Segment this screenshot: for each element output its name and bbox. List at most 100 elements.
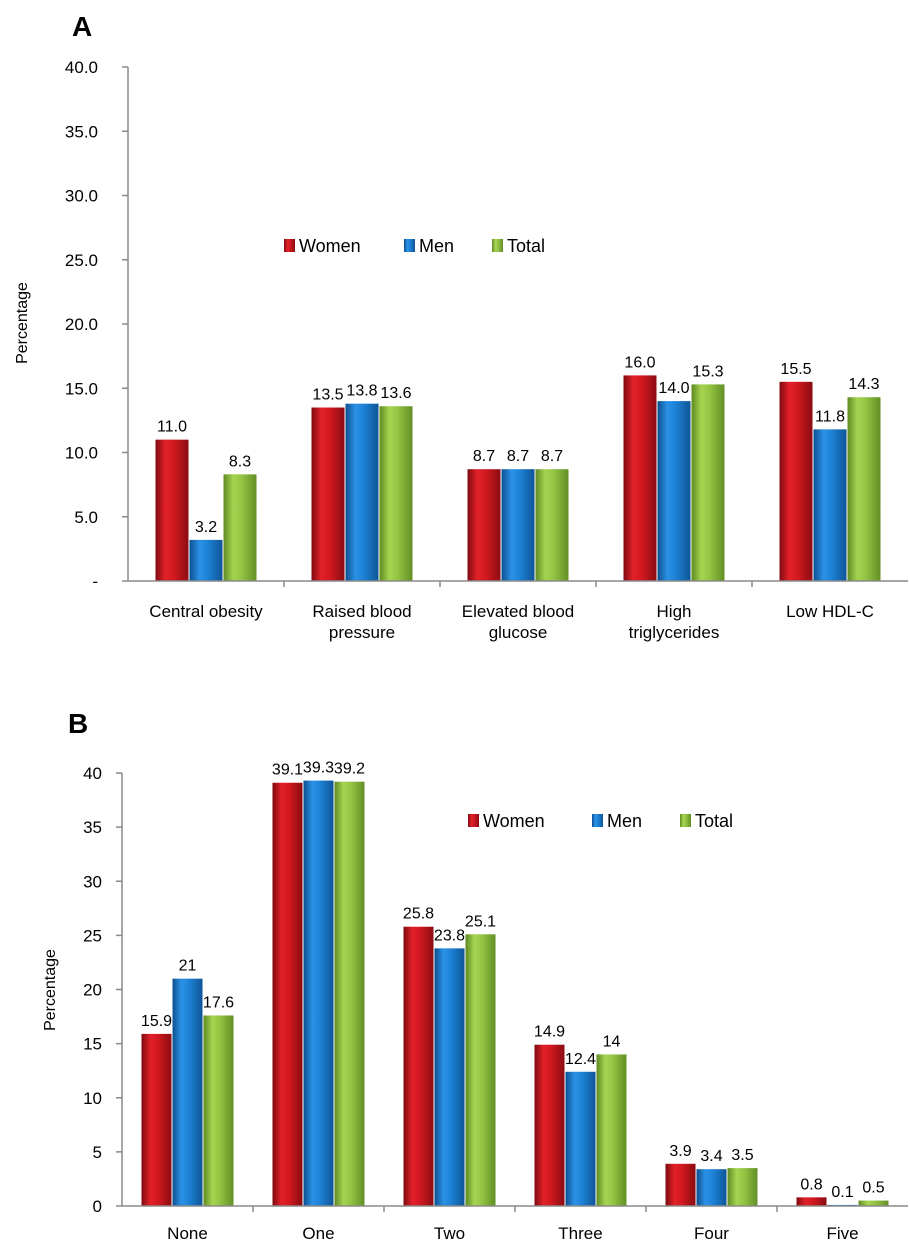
panel-a-category-label: Elevated blood glucose — [462, 602, 574, 642]
data-label-total: 25.1 — [465, 913, 496, 930]
bar-total — [535, 469, 569, 581]
data-label-men: 3.2 — [195, 519, 217, 536]
bar-men — [696, 1169, 727, 1206]
panel-a-y-tick-label: 15.0 — [65, 379, 98, 398]
panel-a-y-tick-label: 30.0 — [65, 187, 98, 206]
panel-a-category-labels: Central obesity Raised blood pressure Eleva… — [149, 602, 874, 642]
panel-a-legend: Women Men Total — [284, 236, 545, 256]
panel-a-y-tick-label: 10.0 — [65, 444, 98, 463]
data-label-women: 0.8 — [800, 1176, 822, 1193]
panel-b-category-label: Two — [434, 1224, 465, 1243]
panel-a: A Percentage - 5.0 10.0 15.0 20.0 25.0 30.0 35.… — [14, 11, 908, 642]
bar-women — [467, 469, 501, 581]
data-label-women: 39.1 — [272, 762, 303, 779]
data-label-women: 25.8 — [403, 906, 434, 923]
panel-a-category-label: High triglycerides — [629, 602, 720, 642]
data-label-men: 12.4 — [565, 1051, 596, 1068]
bar-men — [565, 1071, 596, 1206]
panel-b-y-axis-label: Percentage — [42, 949, 59, 1031]
legend-swatch-women — [284, 239, 295, 252]
panel-a-letter: A — [72, 11, 92, 42]
legend-label-women: Women — [483, 811, 545, 831]
legend-swatch-total — [492, 239, 503, 252]
legend-label-men: Men — [419, 236, 454, 256]
legend-label-women: Women — [299, 236, 361, 256]
panel-b-category-label: Five — [826, 1224, 858, 1243]
data-label-women: 3.9 — [669, 1143, 691, 1160]
panel-b-y-tick-label: 40 — [83, 764, 102, 783]
data-label-men: 11.8 — [815, 408, 845, 425]
panel-a-y-tick-label: 35.0 — [65, 122, 98, 141]
data-label-men: 3.4 — [700, 1148, 722, 1165]
legend-label-men: Men — [607, 811, 642, 831]
panel-b-y-tick-label: 0 — [93, 1197, 102, 1216]
panel-b-y-tick-label: 30 — [83, 872, 102, 891]
bar-men — [303, 780, 334, 1206]
panel-a-category-label: Central obesity — [149, 602, 263, 621]
bar-men — [813, 429, 847, 581]
panel-b-category-labels: None One Two Three Four Five — [167, 1224, 858, 1243]
panel-b-data-labels: 15.9 21 17.6 39.1 39.3 39.2 25.823.825.1 14.912… — [141, 760, 885, 1201]
data-label-women: 11.0 — [157, 419, 187, 436]
data-label-women: 15.5 — [780, 361, 811, 378]
bar-men — [501, 469, 535, 581]
panel-b-legend: Women Men Total — [468, 811, 733, 831]
bar-women — [534, 1044, 565, 1206]
panel-a-y-ticks: - 5.0 10.0 15.0 20.0 25.0 30.0 35.0 40.0 — [65, 58, 128, 591]
panel-b-y-ticks: 0 5 10 15 20 25 30 35 40 — [83, 764, 122, 1216]
data-label-total: 17.6 — [203, 994, 234, 1011]
panel-b-axes — [121, 773, 908, 1212]
data-label-total: 8.7 — [541, 448, 563, 465]
panel-b-y-tick-label: 35 — [83, 818, 102, 837]
data-label-women: 16.0 — [624, 354, 655, 371]
panel-a-y-tick-label: 20.0 — [65, 315, 98, 334]
bar-women — [403, 926, 434, 1206]
bar-women — [272, 782, 303, 1206]
panel-a-y-tick-label: 25.0 — [65, 251, 98, 270]
data-label-total: 3.5 — [731, 1147, 753, 1164]
bar-women — [623, 375, 657, 581]
bar-total — [379, 406, 413, 581]
bar-men — [345, 403, 379, 581]
data-label-men: 39.3 — [303, 760, 334, 777]
panel-b-y-tick-label: 10 — [83, 1089, 102, 1108]
bar-total — [223, 474, 257, 581]
bar-men — [657, 401, 691, 581]
panel-a-y-tick-label: - — [92, 572, 98, 591]
legend-swatch-women — [468, 814, 479, 827]
panel-a-y-axis-label: Percentage — [14, 282, 31, 364]
data-label-total: 0.5 — [862, 1180, 884, 1197]
panel-b-category-label: Four — [694, 1224, 729, 1243]
bar-total — [727, 1168, 758, 1206]
panel-a-bars — [155, 375, 881, 581]
panel-a-y-tick-label: 5.0 — [74, 508, 98, 527]
bar-total — [465, 934, 496, 1206]
data-label-total: 39.2 — [334, 761, 365, 778]
legend-swatch-men — [404, 239, 415, 252]
data-label-women: 13.5 — [312, 387, 343, 404]
panel-b-bars — [141, 780, 889, 1206]
bar-women — [311, 407, 345, 581]
bar-total — [858, 1200, 889, 1206]
panel-b-y-tick-label: 25 — [83, 926, 102, 945]
data-label-men: 14.0 — [658, 380, 689, 397]
panel-a-category-label: Low HDL-C — [786, 602, 874, 621]
legend-swatch-men — [592, 814, 603, 827]
bar-men — [434, 948, 465, 1206]
panel-b-y-tick-label: 20 — [83, 981, 102, 1000]
panel-b-y-tick-label: 5 — [93, 1143, 102, 1162]
panel-a-data-labels: 11.03.28.313.5 13.8 13.68.7 8.7 8.716.014.01… — [157, 354, 880, 535]
data-label-men: 23.8 — [434, 927, 465, 944]
panel-a-y-tick-label: 40.0 — [65, 58, 98, 77]
bar-total — [596, 1054, 627, 1206]
panel-b-letter: B — [68, 708, 88, 739]
panel-a-axes — [127, 67, 908, 587]
legend-swatch-total — [680, 814, 691, 827]
panel-b-category-label: None — [167, 1224, 208, 1243]
data-label-men: 13.8 — [346, 383, 377, 400]
panel-b-category-label: Three — [558, 1224, 602, 1243]
data-label-total: 14 — [603, 1033, 621, 1050]
legend-label-total: Total — [695, 811, 733, 831]
data-label-total: 14.3 — [848, 376, 879, 393]
